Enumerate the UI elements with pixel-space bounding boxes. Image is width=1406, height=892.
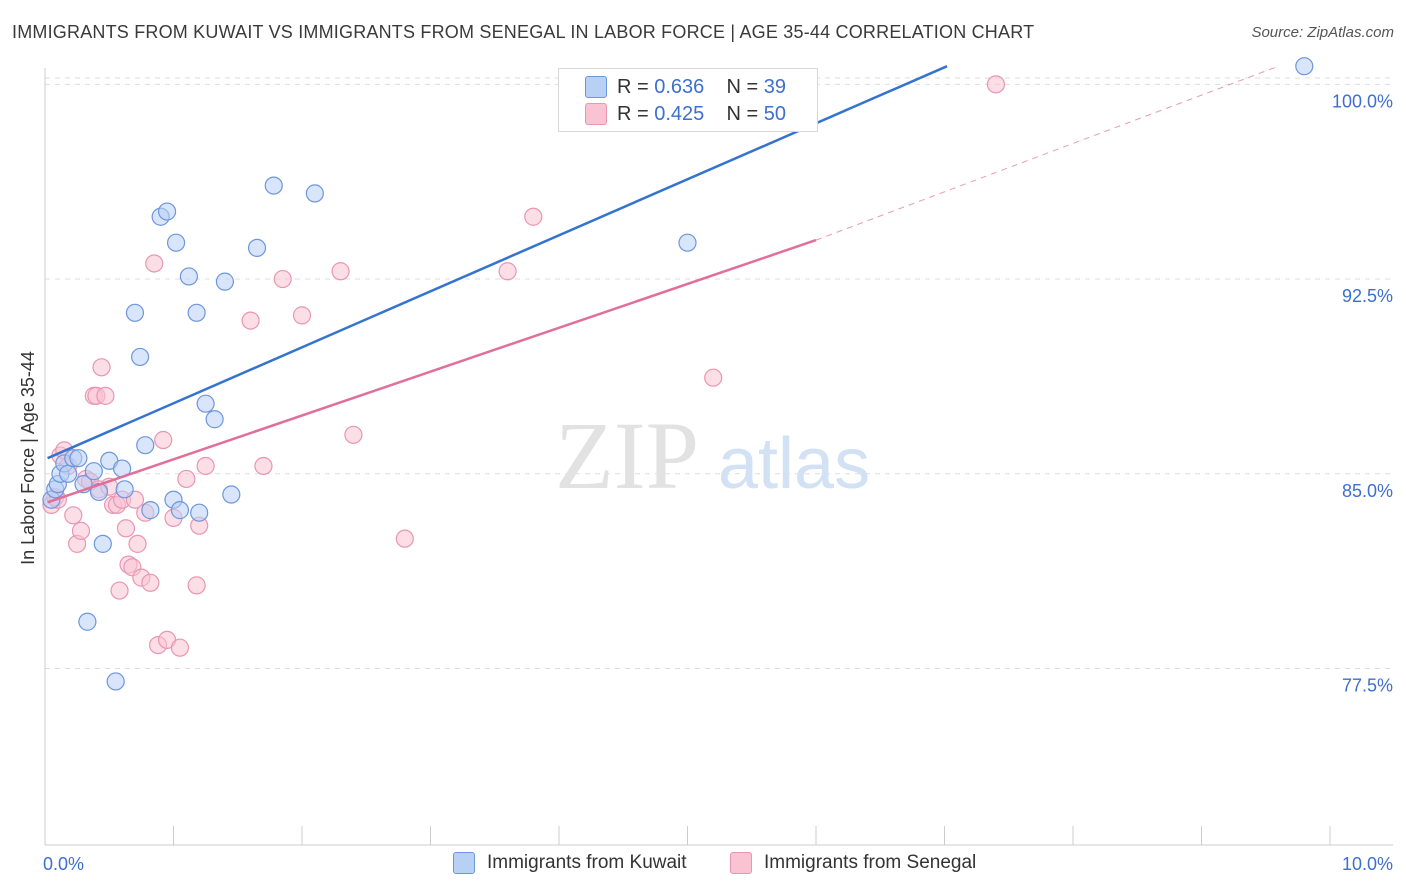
kuwait-r-value: 0.636	[654, 75, 705, 98]
senegal-point-48	[704, 368, 723, 387]
label-layer: 77.5% 85.0% 92.5% 100.0% 0.0% 10.0% In Labor F…	[18, 91, 1393, 874]
legend-item-kuwait[interactable]: Immigrants from Kuwait	[453, 852, 687, 874]
kuwait-point-14	[106, 672, 125, 691]
kuwait-point-16	[115, 480, 134, 499]
kuwait-swatch	[585, 76, 607, 98]
senegal-point-25	[128, 534, 147, 553]
axis-layer	[44, 68, 1393, 846]
legend-row-senegal: R = 0.425 N = 50	[585, 101, 787, 127]
kuwait-point-12	[93, 534, 112, 553]
senegal-point-47	[524, 207, 543, 226]
senegal-point-21	[116, 519, 136, 538]
senegal-n-label: N =	[726, 102, 759, 125]
kuwait-point-36	[678, 233, 697, 252]
senegal-point-49	[986, 75, 1006, 94]
kuwait-point-11	[89, 482, 109, 502]
kuwait-point-32	[222, 485, 241, 504]
legend-row-kuwait: R = 0.636 N = 39	[585, 74, 787, 100]
senegal-point-44	[344, 425, 363, 444]
kuwait-n-value: 39	[763, 75, 787, 98]
x-tick-label-1: 10.0%	[1342, 854, 1393, 874]
kuwait-point-5	[59, 464, 78, 483]
kuwait-point-17	[125, 303, 145, 322]
senegal-point-43	[331, 262, 350, 281]
senegal-point-36	[187, 576, 206, 595]
chart-title: IMMIGRANTS FROM KUWAIT VS IMMIGRANTS FRO…	[12, 22, 1035, 42]
senegal-point-29	[145, 254, 164, 273]
kuwait-point-33	[247, 238, 267, 257]
kuwait-point-29	[196, 394, 215, 413]
kuwait-point-20	[141, 501, 160, 520]
senegal-point-14	[92, 358, 111, 377]
senegal-trend-extension	[815, 65, 1279, 241]
kuwait-point-31	[215, 272, 234, 291]
correlation-legend: R = 0.636 N = 39 R = 0.425 N = 50	[558, 68, 818, 132]
kuwait-points	[42, 57, 1314, 691]
watermark-zip: ZIP	[555, 402, 699, 509]
kuwait-legend-label: Immigrants from Kuwait	[487, 852, 687, 873]
kuwait-point-9	[78, 612, 97, 631]
watermark: ZIP atlas	[555, 402, 870, 509]
kuwait-point-18	[130, 347, 150, 367]
kuwait-point-7	[69, 449, 88, 468]
chart-source: Source: ZipAtlas.com	[1251, 24, 1394, 41]
senegal-swatch	[585, 103, 607, 125]
senegal-n-value: 50	[763, 102, 787, 125]
senegal-point-41	[273, 269, 292, 289]
kuwait-point-24	[166, 233, 186, 252]
senegal-legend-label: Immigrants from Senegal	[764, 852, 977, 873]
senegal-point-38	[196, 456, 215, 476]
senegal-point-6	[64, 506, 83, 525]
kuwait-legend-swatch	[453, 852, 475, 874]
senegal-point-42	[292, 306, 312, 325]
y-tick-label-1: 85.0%	[1342, 481, 1393, 501]
senegal-point-15	[96, 386, 115, 405]
senegal-point-8	[71, 521, 91, 540]
y-tick-label-3: 100.0%	[1332, 91, 1393, 111]
senegal-point-35	[177, 469, 196, 489]
y-tick-label-2: 92.5%	[1342, 286, 1393, 306]
watermark-atlas: atlas	[718, 424, 870, 504]
senegal-r-value: 0.425	[654, 102, 705, 125]
senegal-point-40	[254, 456, 273, 476]
senegal-point-46	[498, 262, 517, 281]
senegal-point-45	[395, 529, 414, 548]
y-tick-label-0: 77.5%	[1342, 675, 1393, 695]
kuwait-n-label: N =	[726, 75, 759, 98]
kuwait-point-38	[1295, 57, 1314, 76]
kuwait-point-26	[179, 267, 199, 286]
senegal-r-label: R =	[617, 102, 649, 125]
senegal-trend-line	[47, 238, 817, 504]
kuwait-r-label: R =	[617, 75, 649, 98]
kuwait-point-22	[157, 202, 177, 221]
series-legend: Immigrants from Kuwait Immigrants from S…	[0, 852, 1406, 878]
kuwait-point-27	[187, 303, 206, 322]
kuwait-point-10	[84, 462, 103, 481]
legend-item-senegal[interactable]: Immigrants from Senegal	[730, 852, 976, 874]
senegal-points	[42, 75, 1006, 657]
senegal-point-28	[141, 573, 160, 592]
kuwait-point-30	[205, 410, 224, 429]
x-tick-label-0: 0.0%	[43, 854, 84, 874]
senegal-point-19	[110, 581, 129, 600]
kuwait-point-34	[264, 176, 283, 195]
senegal-point-31	[154, 430, 173, 450]
senegal-point-34	[170, 638, 190, 657]
kuwait-point-35	[305, 184, 324, 203]
senegal-point-39	[241, 311, 260, 330]
kuwait-point-28	[190, 503, 209, 522]
kuwait-point-25	[170, 501, 190, 520]
y-axis-title: In Labor Force | Age 35-44	[18, 351, 38, 565]
kuwait-point-19	[136, 436, 155, 455]
senegal-legend-swatch	[730, 852, 752, 874]
